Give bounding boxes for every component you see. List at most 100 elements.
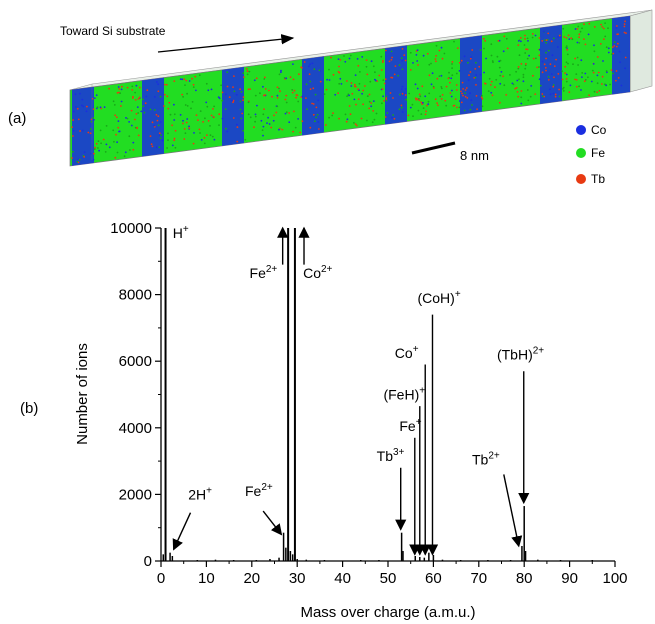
atom-dot bbox=[605, 46, 608, 49]
scale-bar-label: 8 nm bbox=[460, 148, 489, 163]
atom-dot bbox=[93, 97, 96, 99]
atom-dot bbox=[407, 114, 410, 117]
atom-dot bbox=[401, 111, 404, 113]
atom-dot bbox=[315, 106, 318, 109]
atom-dot bbox=[276, 94, 279, 97]
atom-dot bbox=[171, 144, 174, 147]
atom-dot bbox=[490, 43, 493, 46]
atom-dot bbox=[505, 94, 508, 96]
atom-dot bbox=[584, 72, 587, 75]
atom-dot bbox=[502, 75, 504, 78]
atom-dot bbox=[185, 79, 188, 82]
atom-dot bbox=[581, 72, 584, 74]
atom-dot bbox=[344, 60, 347, 63]
atom-dot bbox=[339, 77, 342, 80]
atom-dot bbox=[369, 80, 372, 83]
atom-dot bbox=[75, 106, 77, 108]
atom-dot bbox=[362, 89, 364, 92]
atom-dot bbox=[97, 147, 99, 149]
atom-dot bbox=[226, 130, 229, 133]
atom-dot bbox=[572, 63, 574, 66]
atom-dot bbox=[244, 138, 247, 141]
atom-dot bbox=[167, 139, 169, 142]
atom-dot bbox=[538, 48, 541, 51]
atom-dot bbox=[384, 116, 387, 118]
x-tick-label: 10 bbox=[198, 570, 215, 587]
atom-dot bbox=[355, 124, 358, 127]
atom-dot bbox=[351, 92, 354, 95]
atom-dot bbox=[389, 92, 392, 94]
atom-dot bbox=[138, 86, 141, 89]
atom-dot bbox=[278, 128, 280, 131]
atom-dot bbox=[188, 80, 191, 82]
atom-dot bbox=[520, 40, 522, 43]
atom-dot bbox=[262, 94, 265, 97]
atom-dot bbox=[276, 96, 279, 99]
atom-dot bbox=[434, 98, 437, 101]
atom-dot bbox=[318, 128, 320, 130]
atom-dot bbox=[522, 76, 525, 79]
atom-dot bbox=[549, 93, 552, 96]
atom-dot bbox=[297, 100, 300, 103]
atom-dot bbox=[391, 56, 393, 59]
atom-dot bbox=[474, 76, 477, 79]
atom-dot bbox=[587, 33, 590, 36]
atom-dot bbox=[458, 100, 461, 102]
atom-dot bbox=[524, 37, 526, 40]
atom-dot bbox=[247, 88, 250, 91]
atom-dot bbox=[204, 117, 206, 120]
atom-dot bbox=[450, 95, 453, 98]
atom-dot bbox=[558, 95, 561, 98]
atom-dot bbox=[81, 98, 84, 101]
atom-dot bbox=[292, 63, 294, 65]
atom-dot bbox=[158, 146, 161, 149]
atom-dot bbox=[596, 74, 599, 77]
atom-dot bbox=[391, 116, 393, 119]
atom-dot bbox=[199, 132, 201, 134]
atom-dot bbox=[118, 91, 120, 94]
atom-dot bbox=[276, 105, 279, 108]
atom-dot bbox=[601, 75, 604, 78]
atom-dot bbox=[303, 61, 306, 63]
atom-dot bbox=[483, 71, 485, 74]
atom-dot bbox=[404, 94, 407, 96]
atom-dot bbox=[415, 98, 418, 101]
atom-dot bbox=[330, 56, 332, 59]
atom-dot bbox=[529, 95, 532, 98]
atom-dot bbox=[509, 74, 511, 76]
atom-dot bbox=[487, 90, 490, 92]
atom-dot bbox=[475, 84, 477, 86]
atom-dot bbox=[398, 108, 401, 111]
atom-dot bbox=[547, 49, 550, 52]
atom-dot bbox=[553, 76, 555, 79]
atom-dot bbox=[461, 81, 464, 84]
atom-dot bbox=[449, 92, 452, 94]
atom-dot bbox=[401, 59, 404, 62]
atom-dot bbox=[376, 80, 379, 82]
atom-dot bbox=[424, 95, 427, 98]
atom-dot bbox=[129, 149, 131, 151]
atom-dot bbox=[568, 91, 571, 93]
atom-dot bbox=[165, 83, 168, 86]
atom-dot bbox=[144, 102, 147, 105]
atom-dot bbox=[311, 102, 313, 105]
atom-dot bbox=[616, 25, 618, 27]
atom-dot bbox=[438, 75, 441, 77]
atom-dot bbox=[149, 108, 152, 111]
atom-dot bbox=[346, 80, 348, 82]
peak-label: Fe2+ bbox=[245, 482, 273, 499]
atom-dot bbox=[353, 98, 356, 101]
atom-dot bbox=[371, 121, 374, 124]
atom-dot bbox=[463, 109, 466, 112]
atom-dot bbox=[193, 132, 195, 134]
atom-dot bbox=[181, 93, 184, 96]
atom-dot bbox=[517, 66, 520, 68]
atom-dot bbox=[242, 96, 245, 99]
atom-dot bbox=[308, 73, 311, 76]
atom-dot bbox=[123, 155, 126, 158]
atom-dot bbox=[506, 47, 509, 50]
atom-dot bbox=[276, 86, 279, 89]
atom-dot bbox=[439, 95, 442, 98]
x-tick-label: 80 bbox=[516, 570, 533, 587]
atom-dot bbox=[182, 122, 184, 125]
